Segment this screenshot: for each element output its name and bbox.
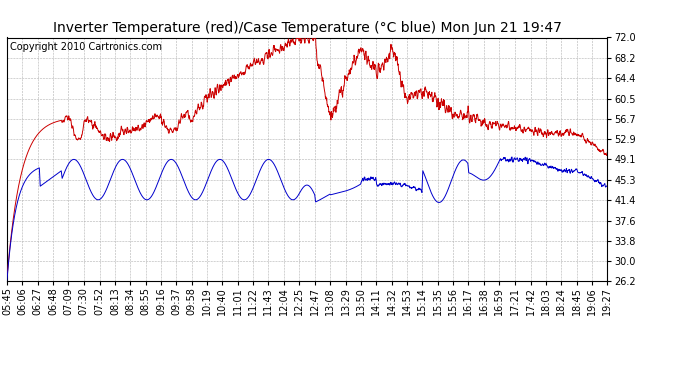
Title: Inverter Temperature (red)/Case Temperature (°C blue) Mon Jun 21 19:47: Inverter Temperature (red)/Case Temperat…: [52, 21, 562, 35]
Text: Copyright 2010 Cartronics.com: Copyright 2010 Cartronics.com: [10, 42, 162, 52]
